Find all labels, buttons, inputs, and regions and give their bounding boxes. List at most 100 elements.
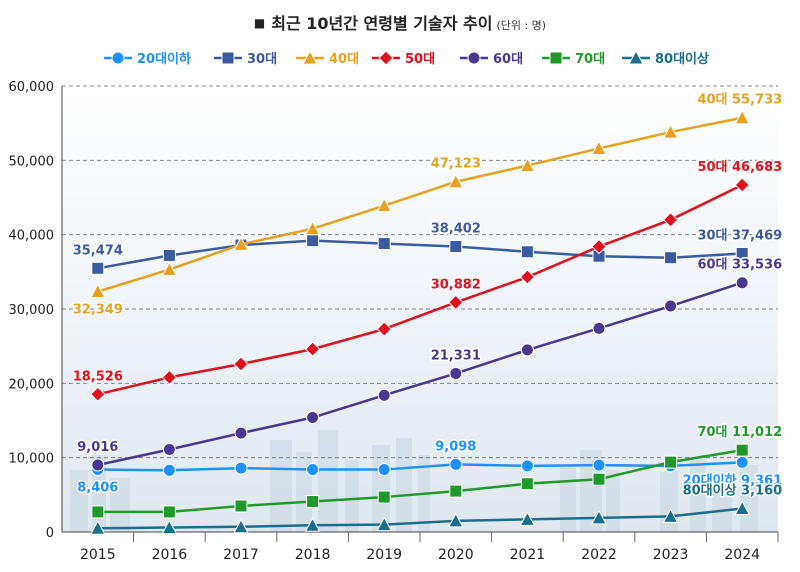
data-label: 35,474: [73, 243, 123, 258]
data-label: 38,402: [431, 222, 481, 237]
y-tick-label: 40,000: [9, 229, 55, 244]
legend-label: 20대이하: [137, 51, 191, 67]
data-point-70대: [592, 472, 606, 486]
data-point-40대: [233, 236, 249, 251]
data-point-60대: [91, 458, 105, 472]
data-point-50대: [448, 294, 464, 311]
data-point-60대: [664, 299, 678, 313]
data-point-20대이하: [234, 461, 248, 475]
data-point-60대: [449, 366, 463, 380]
x-tick-label: 2018: [295, 547, 331, 563]
data-point-40대: [662, 124, 679, 139]
legend-label: 60대: [493, 52, 523, 67]
legend-label: 40대: [329, 52, 359, 67]
data-point-30대: [735, 246, 749, 260]
legend-label: 50대: [405, 52, 435, 67]
data-point-40대: [591, 140, 607, 155]
data-point-20대이하: [306, 463, 320, 477]
data-point-50대: [161, 369, 178, 386]
legend-marker: [111, 51, 125, 65]
data-point-50대: [376, 321, 392, 337]
building-silhouette: [345, 460, 359, 532]
building-silhouette: [606, 470, 620, 532]
data-label: 30대 37,469: [697, 228, 782, 243]
data-point-40대: [447, 173, 464, 189]
data-point-20대이하: [449, 457, 463, 471]
data-point-50대: [519, 269, 536, 285]
x-tick-label: 2020: [438, 547, 474, 563]
series-line-70대: [97, 448, 743, 514]
data-point-80대이상: [376, 516, 393, 532]
x-tick-label: 2022: [581, 547, 617, 563]
data-label: 30,882: [431, 277, 481, 292]
data-point-30대: [162, 248, 176, 262]
series-line-80대이상: [97, 507, 743, 530]
building-silhouette: [318, 430, 338, 532]
data-point-60대: [377, 388, 391, 402]
data-label: 8,406: [77, 481, 118, 496]
data-point-80대이상: [591, 509, 607, 525]
data-point-50대: [662, 212, 679, 228]
y-tick-label: 20,000: [9, 377, 55, 392]
legend-label: 30대: [247, 52, 277, 67]
data-point-80대이상: [519, 511, 536, 526]
data-point-40대: [376, 197, 393, 213]
data-point-20대이하: [377, 463, 391, 477]
data-point-80대이상: [233, 518, 249, 534]
building-silhouette: [270, 440, 292, 532]
data-label: 80대이상 3,160: [683, 483, 783, 499]
data-point-40대: [519, 157, 536, 173]
x-tick-label: 2016: [152, 547, 188, 563]
data-point-70대: [735, 443, 749, 457]
data-point-80대이상: [734, 500, 751, 516]
data-label: 20대이하 9,361: [683, 472, 783, 488]
data-point-40대: [734, 109, 751, 125]
x-tick-label: 2019: [366, 547, 402, 563]
series-line-20대이하: [97, 461, 743, 472]
legend-marker: [549, 51, 563, 65]
data-label: 21,331: [431, 348, 481, 363]
building-silhouette: [70, 470, 88, 532]
legend-marker: [378, 50, 394, 66]
data-point-20대이하: [162, 463, 176, 477]
legend-marker: [628, 49, 644, 65]
data-point-30대: [664, 251, 678, 265]
x-tick-label: 2015: [80, 547, 116, 563]
series-line-60대: [97, 281, 743, 467]
series-line-30대: [97, 239, 743, 270]
building-silhouette: [740, 465, 758, 532]
series-line-40대: [97, 116, 743, 293]
building-silhouette: [560, 465, 576, 532]
data-point-70대: [664, 455, 678, 469]
data-point-40대: [304, 220, 321, 236]
data-point-60대: [234, 426, 248, 440]
title-unit: (단위 : 명): [496, 19, 547, 32]
data-point-20대이하: [735, 455, 749, 469]
data-point-50대: [734, 177, 750, 193]
data-point-60대: [162, 442, 176, 456]
building-silhouette: [110, 478, 130, 532]
x-tick-label: 2017: [223, 547, 259, 563]
data-point-70대: [520, 477, 534, 491]
data-point-30대: [91, 261, 105, 275]
y-tick-label: 0: [46, 526, 54, 541]
data-point-80대이상: [161, 519, 178, 535]
data-point-30대: [520, 245, 534, 259]
data-point-80대이상: [662, 508, 679, 523]
data-point-70대: [449, 484, 463, 498]
data-point-20대이하: [520, 459, 534, 473]
building-silhouette: [712, 475, 732, 532]
data-point-70대: [377, 490, 391, 504]
x-tick-label: 2024: [724, 547, 760, 563]
title-bullet: ■: [253, 16, 266, 30]
data-point-70대: [162, 505, 176, 519]
y-tick-label: 60,000: [9, 80, 55, 95]
x-tick-label: 2021: [510, 547, 546, 563]
data-point-50대: [233, 356, 249, 372]
data-point-70대: [234, 499, 248, 513]
data-point-20대이하: [592, 458, 606, 472]
series-line-50대: [97, 183, 743, 396]
data-point-70대: [91, 505, 105, 519]
